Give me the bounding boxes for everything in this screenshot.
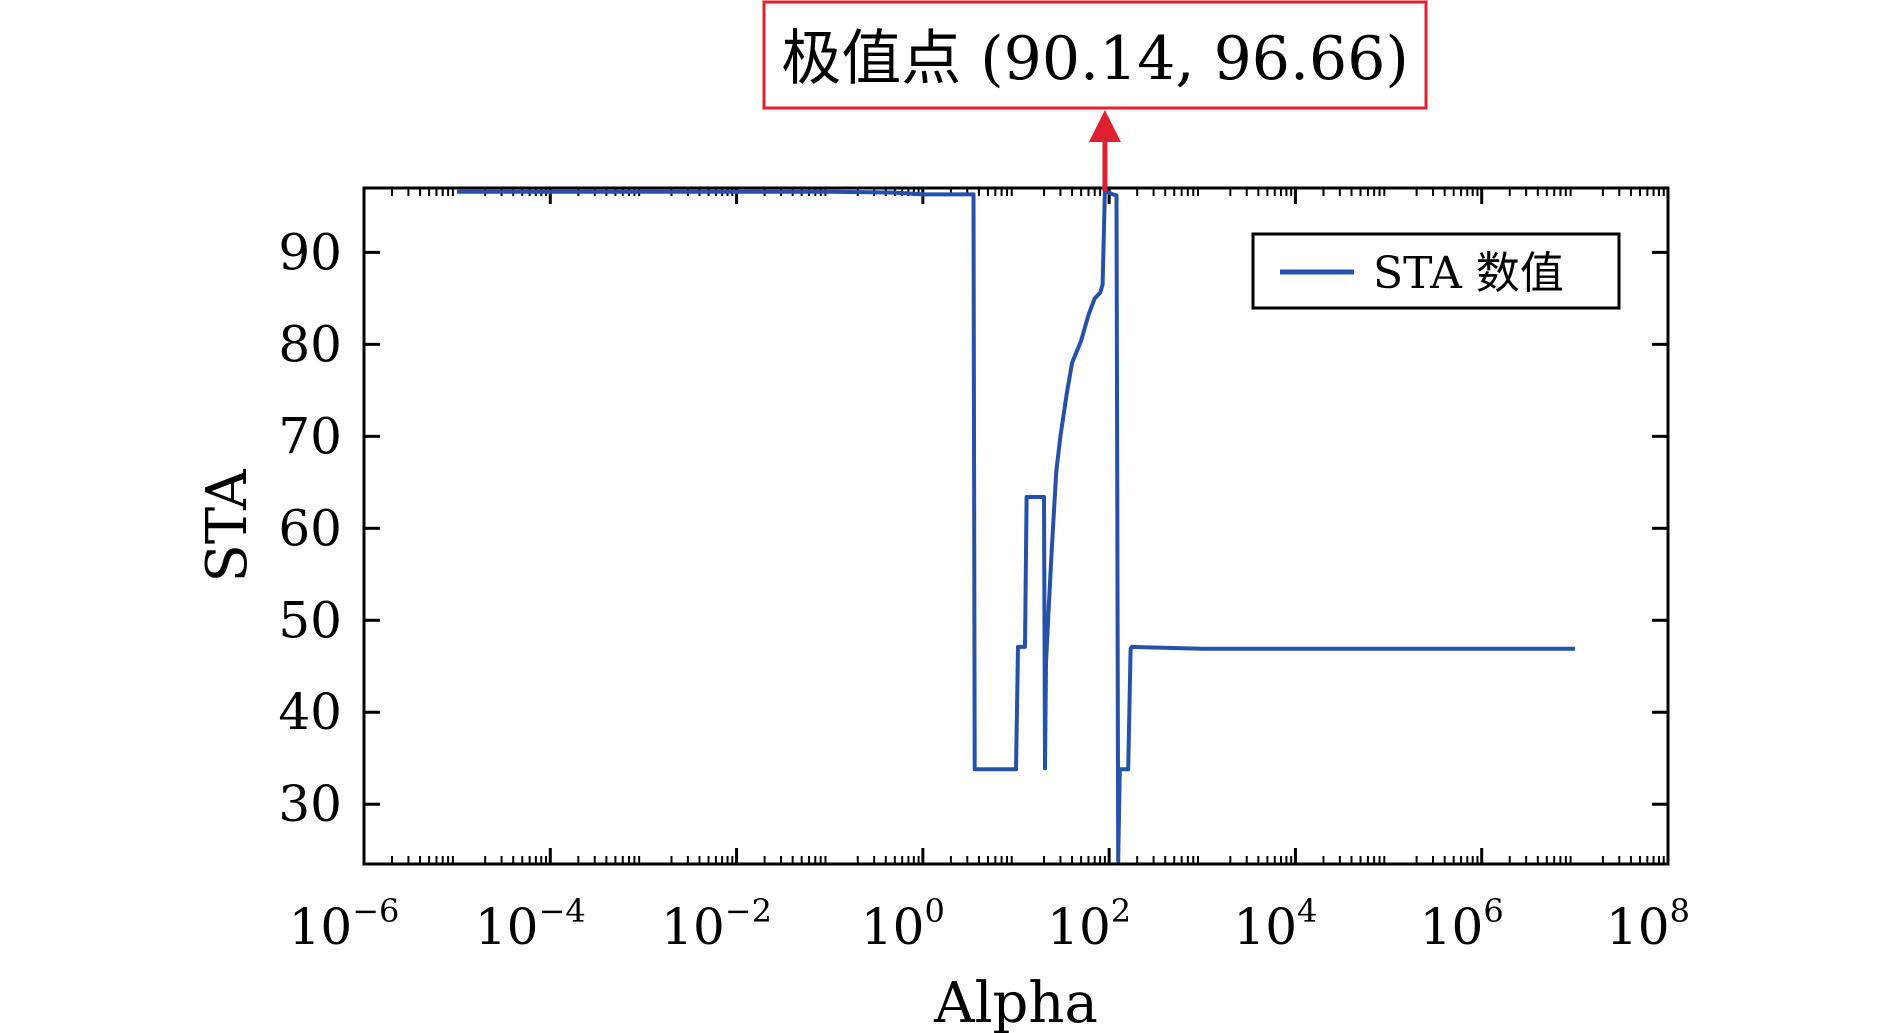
x-tick-exponent: 8 <box>1670 892 1690 930</box>
y-tick-label: 80 <box>278 315 342 373</box>
legend-box <box>1251 232 1621 310</box>
x-tick-label: 108 <box>1606 892 1690 956</box>
x-tick-label: 10−2 <box>661 892 772 956</box>
x-tick-base: 10 <box>1047 898 1111 956</box>
x-tick-exponent: −4 <box>539 892 586 930</box>
y-tick-label: 50 <box>278 591 342 649</box>
x-tick-exponent: 0 <box>924 892 944 930</box>
x-tick-base: 10 <box>661 898 725 956</box>
x-axis-title: Alpha <box>933 971 1098 1033</box>
x-tick-base: 10 <box>861 898 925 956</box>
x-tick-exponent: −6 <box>352 892 399 930</box>
y-tick-label: 60 <box>278 499 342 557</box>
series-line-sta <box>457 189 1575 864</box>
extreme-point-annotation: 极值点 (90.14, 96.66) <box>762 0 1428 192</box>
annotation-text: 极值点 (90.14, 96.66) <box>781 24 1409 94</box>
x-tick-exponent: 2 <box>1111 892 1131 930</box>
y-axis-title: STA <box>195 469 260 583</box>
y-tick-label: 40 <box>278 683 342 741</box>
annotation-arrow-head <box>1088 110 1121 142</box>
x-tick-label: 102 <box>1047 892 1131 956</box>
x-tick-base: 10 <box>475 898 539 956</box>
x-tick-exponent: 4 <box>1297 892 1317 930</box>
x-tick-base: 10 <box>1606 898 1670 956</box>
legend-label-sta: STA 数值 <box>1373 248 1564 299</box>
plot-frame <box>362 186 1670 866</box>
x-tick-label: 100 <box>861 892 945 956</box>
y-tick-label: 70 <box>278 407 342 465</box>
x-tick-exponent: 6 <box>1483 892 1503 930</box>
x-tick-base: 10 <box>1420 898 1484 956</box>
x-tick-exponent: −2 <box>725 892 772 930</box>
annotation-box <box>762 0 1428 110</box>
y-tick-label: 30 <box>278 775 342 833</box>
legend: STA 数值 <box>1251 232 1621 310</box>
y-axis-ticks: 30 40 50 60 70 80 90 <box>278 223 1668 833</box>
x-tick-label: 10−6 <box>289 892 400 956</box>
x-tick-base: 10 <box>1233 898 1297 956</box>
x-tick-base: 10 <box>289 898 353 956</box>
x-tick-label: 104 <box>1233 892 1317 956</box>
x-tick-label: 106 <box>1420 892 1504 956</box>
y-tick-label: 90 <box>278 223 342 281</box>
x-tick-label: 10−4 <box>475 892 586 956</box>
